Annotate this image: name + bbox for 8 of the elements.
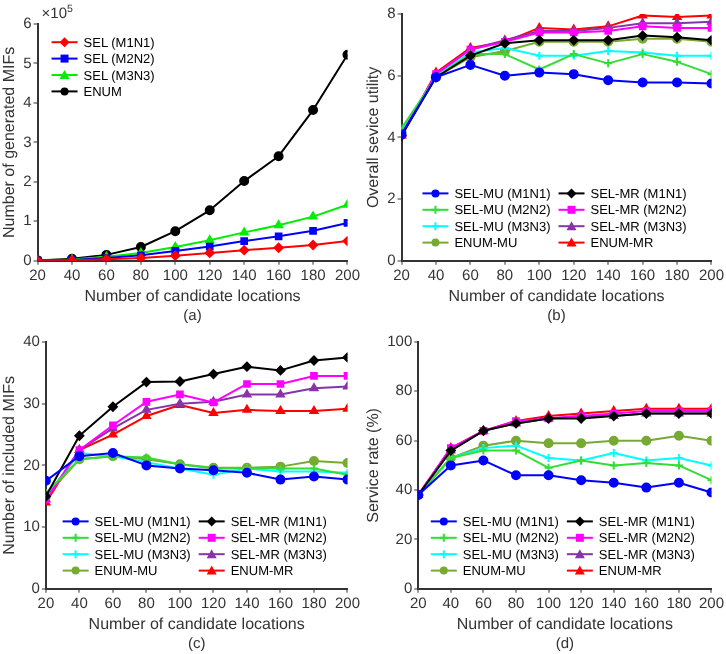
x-axis-title: Number of candidate locations <box>448 286 665 305</box>
x-axis-title: Number of candidate locations <box>88 614 305 633</box>
y-axis-title: Number of included MIFs <box>0 376 19 555</box>
y-axis-title: Overall sevice utility <box>364 66 383 209</box>
y-axis-title: Number of generated MIFs <box>0 46 19 239</box>
x-axis-title: Number of candidate locations <box>456 614 673 633</box>
y-axis-title: Service rate (%) <box>364 407 383 523</box>
x-axis-title: Number of candidate locations <box>84 286 301 305</box>
